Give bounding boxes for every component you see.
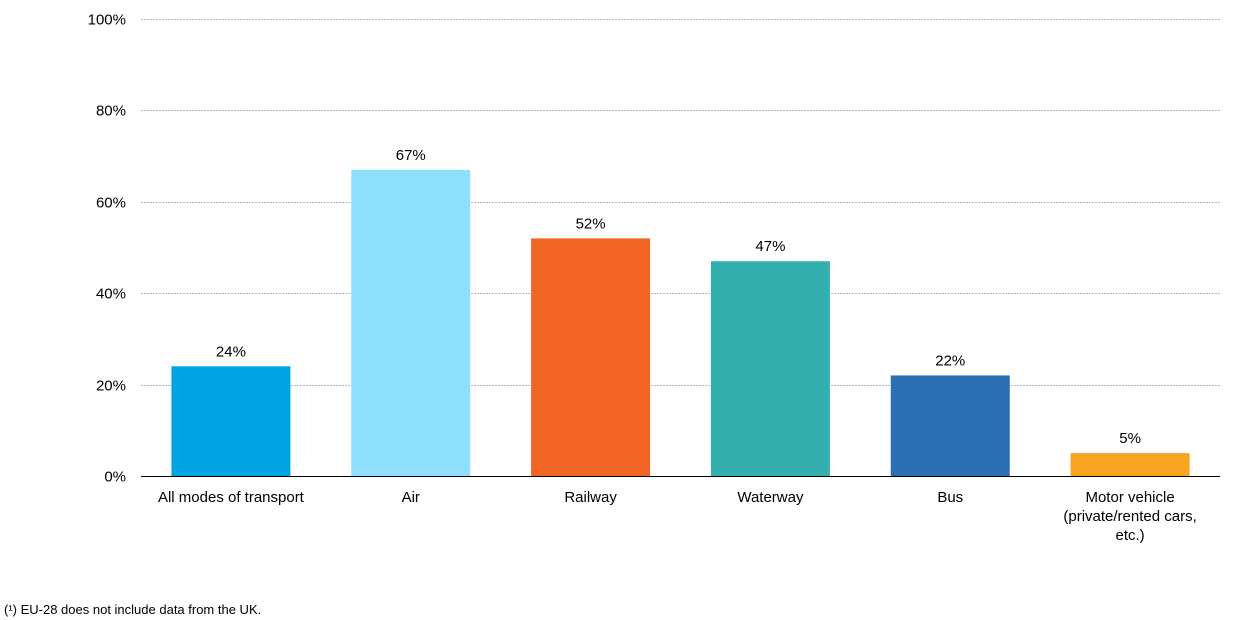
x-tick-label: Railway — [564, 489, 617, 506]
bar — [1070, 453, 1190, 476]
gridlines — [141, 19, 1220, 386]
x-tick-label: Waterway — [737, 489, 804, 506]
footnote: (¹) EU-28 does not include data from the… — [4, 602, 262, 617]
bar-value-label: 67% — [396, 147, 426, 164]
bar — [710, 261, 830, 476]
bar-value-label: 24% — [216, 343, 246, 360]
x-tick-label: Air — [402, 489, 420, 506]
bar-value-label: 22% — [935, 352, 965, 369]
bar — [351, 169, 471, 476]
bar-value-label: 5% — [1119, 430, 1141, 447]
y-tick-label: 20% — [96, 378, 126, 395]
x-axis-tick-labels: All modes of transport Air Railway Waterway… — [158, 489, 1197, 544]
y-tick-label: 60% — [96, 195, 126, 212]
bar-value-label: 47% — [755, 238, 785, 255]
x-tick-label-line: Motor vehicle — [1085, 489, 1174, 506]
x-tick-label: Motor vehicle (private/rented cars, etc.) — [1063, 489, 1196, 544]
x-tick-label-line: etc.) — [1115, 527, 1144, 544]
bar-value-label: 52% — [576, 215, 606, 232]
y-tick-label: 100% — [88, 12, 126, 29]
x-tick-label-line: All modes of transport — [158, 489, 305, 506]
bars — [171, 169, 1190, 476]
bar — [890, 375, 1010, 476]
x-tick-label-line: Air — [402, 489, 420, 506]
x-tick-label: Bus — [937, 489, 963, 506]
data-labels: 24% 67% 52% 47% 22% 5% — [216, 147, 1141, 447]
x-tick-label-line: Bus — [937, 489, 963, 506]
x-tick-label: All modes of transport — [158, 489, 305, 506]
bar — [531, 238, 651, 476]
y-tick-label: 0% — [104, 469, 126, 486]
y-axis-tick-labels: 0% 20% 40% 60% 80% 100% — [88, 12, 126, 486]
y-tick-label: 80% — [96, 103, 126, 120]
x-tick-label-line: Waterway — [737, 489, 804, 506]
y-tick-label: 40% — [96, 286, 126, 303]
x-tick-label-line: (private/rented cars, — [1063, 508, 1196, 525]
bar — [171, 366, 291, 476]
x-tick-label-line: Railway — [564, 489, 617, 506]
